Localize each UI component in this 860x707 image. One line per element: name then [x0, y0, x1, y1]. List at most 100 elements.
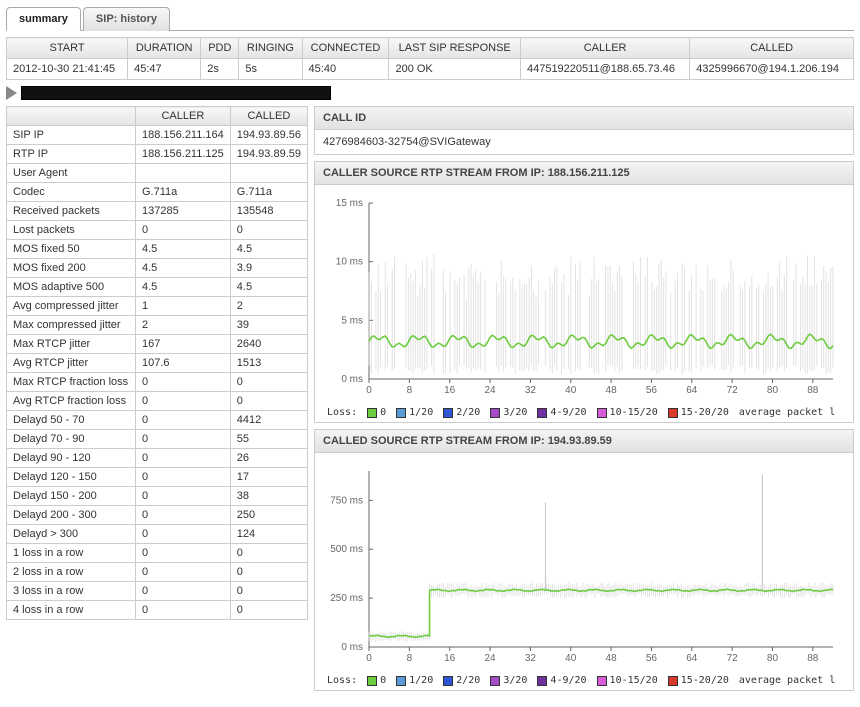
summary-col: CALLER: [520, 38, 689, 59]
svg-text:40: 40: [565, 385, 577, 396]
detail-cell: 135548: [230, 202, 307, 221]
detail-cell: 3.9: [230, 259, 307, 278]
player-track[interactable]: [21, 86, 331, 100]
summary-col: PDD: [201, 38, 239, 59]
detail-cell: 26: [230, 449, 307, 468]
detail-cell: 0: [136, 373, 231, 392]
detail-cell: 1513: [230, 354, 307, 373]
detail-cell: 2 loss in a row: [7, 563, 136, 582]
table-row: Max compressed jitter239: [7, 316, 308, 335]
svg-text:24: 24: [484, 653, 496, 664]
svg-text:64: 64: [686, 653, 698, 664]
table-row: CodecG.711aG.711a: [7, 183, 308, 202]
detail-cell: Avg RTCP fraction loss: [7, 392, 136, 411]
svg-text:56: 56: [646, 385, 658, 396]
svg-text:72: 72: [727, 385, 739, 396]
svg-text:750 ms: 750 ms: [330, 495, 363, 506]
svg-text:32: 32: [525, 653, 537, 664]
svg-text:80: 80: [767, 653, 779, 664]
svg-text:8: 8: [407, 653, 413, 664]
detail-cell: 4 loss in a row: [7, 601, 136, 620]
legend-item: 0: [367, 675, 386, 686]
detail-cell: 0: [230, 392, 307, 411]
legend-trailing: average packet l: [739, 675, 835, 686]
summary-table: STARTDURATIONPDDRINGINGCONNECTEDLAST SIP…: [6, 37, 854, 80]
detail-cell: 250: [230, 506, 307, 525]
legend-swatch: [396, 676, 406, 686]
legend-item: 4-9/20: [537, 407, 586, 418]
svg-text:56: 56: [646, 653, 658, 664]
legend-text: 2/20: [456, 407, 480, 418]
detail-cell: MOS fixed 50: [7, 240, 136, 259]
legend-swatch: [490, 676, 500, 686]
svg-text:48: 48: [606, 385, 618, 396]
summary-cell: 200 OK: [389, 59, 521, 80]
legend-text: 4-9/20: [550, 675, 586, 686]
detail-cell: Codec: [7, 183, 136, 202]
detail-cell: 4.5: [136, 240, 231, 259]
detail-cell: Max RTCP fraction loss: [7, 373, 136, 392]
table-row: Delayd 120 - 150017: [7, 468, 308, 487]
legend-text: 10-15/20: [610, 407, 658, 418]
detail-cell: 3 loss in a row: [7, 582, 136, 601]
legend-label: Loss:: [327, 407, 357, 418]
detail-cell: 0: [136, 525, 231, 544]
detail-cell: 4.5: [136, 278, 231, 297]
detail-cell: Received packets: [7, 202, 136, 221]
detail-cell: 0: [230, 373, 307, 392]
legend-trailing: average packet l: [739, 407, 835, 418]
svg-text:8: 8: [407, 385, 413, 396]
legend-text: 3/20: [503, 675, 527, 686]
svg-text:16: 16: [444, 653, 456, 664]
summary-cell: 45:47: [128, 59, 201, 80]
summary-col: CONNECTED: [302, 38, 389, 59]
callid-value: 4276984603-32754@SVIGateway: [314, 130, 854, 155]
play-icon[interactable]: [6, 86, 17, 100]
legend-swatch: [490, 408, 500, 418]
legend-label: Loss:: [327, 675, 357, 686]
detail-cell: Avg compressed jitter: [7, 297, 136, 316]
svg-text:40: 40: [565, 653, 577, 664]
detail-cell: 4.5: [136, 259, 231, 278]
detail-cell: G.711a: [136, 183, 231, 202]
svg-text:64: 64: [686, 385, 698, 396]
detail-col: CALLER: [136, 107, 231, 126]
tab-sip-history[interactable]: SIP: history: [83, 7, 170, 31]
tab-summary[interactable]: summary: [6, 7, 81, 31]
detail-cell: [136, 164, 231, 183]
table-row: 2 loss in a row00: [7, 563, 308, 582]
legend-item: 15-20/20: [668, 407, 729, 418]
legend-item: 2/20: [443, 407, 480, 418]
detail-cell: 2640: [230, 335, 307, 354]
detail-cell: 0: [230, 582, 307, 601]
legend-swatch: [537, 408, 547, 418]
legend-item: 10-15/20: [597, 407, 658, 418]
detail-cell: Max RTCP jitter: [7, 335, 136, 354]
chart1-legend: Loss:01/202/203/204-9/2010-15/2015-20/20…: [319, 403, 849, 420]
svg-text:5 ms: 5 ms: [341, 315, 363, 326]
detail-cell: 0: [136, 544, 231, 563]
legend-swatch: [443, 408, 453, 418]
detail-cell: 167: [136, 335, 231, 354]
detail-cell: Lost packets: [7, 221, 136, 240]
svg-text:0 ms: 0 ms: [341, 374, 363, 385]
detail-cell: 0: [136, 582, 231, 601]
svg-text:16: 16: [444, 385, 456, 396]
legend-swatch: [668, 408, 678, 418]
detail-cell: 0: [136, 601, 231, 620]
legend-item: 1/20: [396, 675, 433, 686]
svg-text:500 ms: 500 ms: [330, 544, 363, 555]
table-row: MOS fixed 504.54.5: [7, 240, 308, 259]
legend-text: 15-20/20: [681, 675, 729, 686]
detail-cell: 0: [230, 221, 307, 240]
svg-text:250 ms: 250 ms: [330, 593, 363, 604]
summary-col: RINGING: [239, 38, 302, 59]
legend-swatch: [597, 676, 607, 686]
legend-swatch: [668, 676, 678, 686]
chart1-header: CALLER SOURCE RTP STREAM FROM IP: 188.15…: [314, 161, 854, 185]
table-row: User Agent: [7, 164, 308, 183]
legend-text: 1/20: [409, 675, 433, 686]
table-row: Delayd > 3000124: [7, 525, 308, 544]
table-row: Delayd 200 - 3000250: [7, 506, 308, 525]
legend-swatch: [443, 676, 453, 686]
